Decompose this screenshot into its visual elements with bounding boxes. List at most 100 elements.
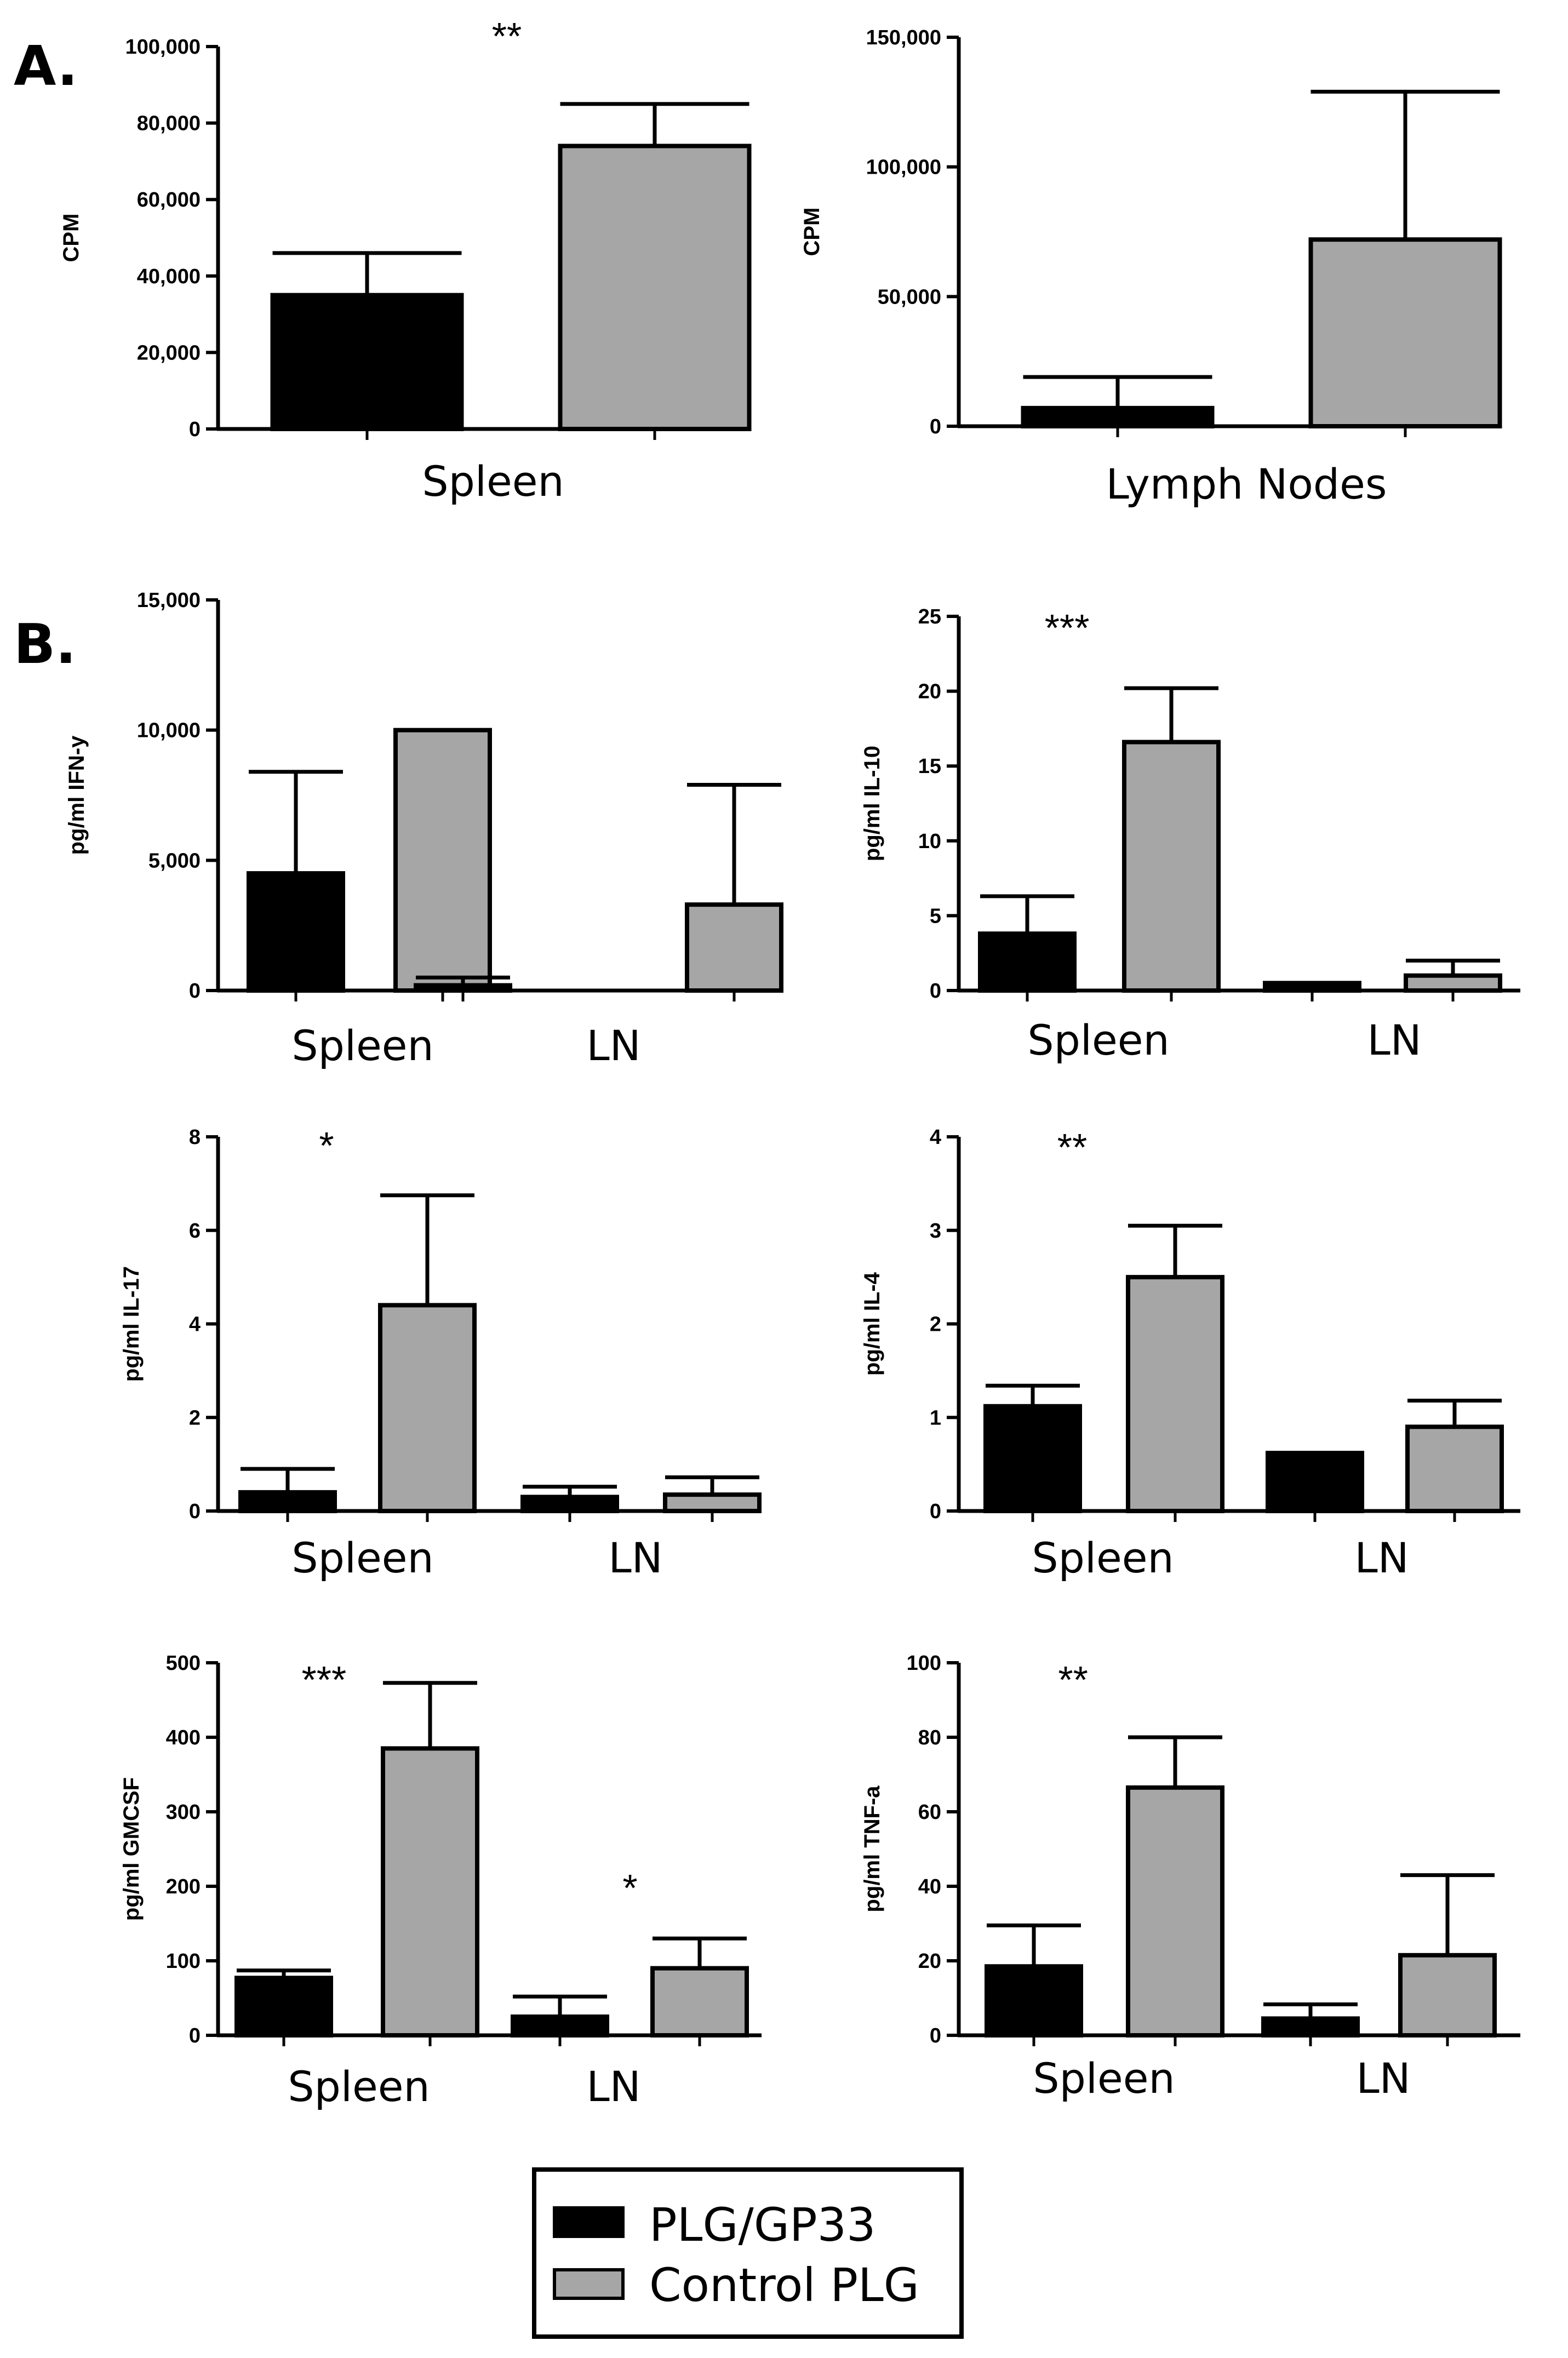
y-tick-label: 20,000 (137, 341, 201, 364)
y-tick-label: 10,000 (137, 719, 201, 742)
significance-marker: ** (1057, 1126, 1087, 1169)
bar-plg-gp33 (1021, 405, 1215, 428)
category-label: Spleen (1032, 1533, 1174, 1582)
y-tick-label: 15,000 (137, 589, 201, 612)
bar-control-plg (1308, 237, 1502, 428)
y-tick-label: 8 (189, 1126, 201, 1149)
bar-control-plg (378, 1303, 477, 1514)
y-axis-label: pg/ml IL-4 (860, 1272, 884, 1376)
category-label: Spleen (1033, 2054, 1175, 2103)
bar-plg-gp33 (511, 2014, 609, 2038)
bar-plg-gp33 (983, 1404, 1082, 1514)
bar-control-plg (1398, 1953, 1497, 2038)
bar-control-plg (685, 902, 783, 993)
y-tick-label: 80 (918, 1726, 941, 1749)
y-tick-label: 2 (930, 1313, 941, 1336)
y-tick-label: 40,000 (137, 265, 201, 288)
y-tick-label: 20 (918, 1950, 941, 1973)
significance-marker: *** (1045, 606, 1090, 649)
y-tick-label: 400 (166, 1726, 201, 1749)
y-tick-label: 25 (918, 605, 941, 628)
category-label: LN (586, 1021, 640, 1070)
bar-control-plg (663, 1492, 762, 1513)
chart-2: 0 50,000 100,000 150,000 CPM Lymph Nodes (800, 26, 1502, 508)
y-tick-label: 3 (930, 1220, 941, 1243)
legend-swatch-control-plg (553, 2268, 625, 2300)
category-label: Lymph Nodes (1106, 460, 1387, 508)
y-tick-label: 6 (189, 1220, 201, 1243)
y-tick-label: 0 (189, 2024, 201, 2047)
y-axis-label: CPM (800, 208, 824, 256)
chart-8: 0 20 40 60 80 100 pg/ml TNF-a Spleen LN ** (860, 1652, 1520, 2103)
y-tick-label: 5 (930, 905, 941, 928)
bar-plg-gp33 (247, 871, 345, 993)
y-tick-label: 0 (189, 418, 201, 441)
bar-control-plg (650, 1966, 749, 2038)
y-tick-label: 5,000 (148, 849, 201, 872)
significance-marker: * (622, 1867, 637, 1909)
category-label: Spleen (291, 1533, 433, 1582)
y-axis-label: pg/ml GMCSF (119, 1777, 144, 1921)
bar-control-plg (1404, 973, 1502, 993)
bar-control-plg (1122, 740, 1221, 993)
chart-5: 0 2 4 6 8 pg/ml IL-17 Spleen LN * (119, 1124, 762, 1582)
bar-plg-gp33 (414, 983, 512, 993)
bar-control-plg (558, 144, 752, 432)
category-label: Spleen (291, 1021, 433, 1070)
y-tick-label: 200 (166, 1875, 201, 1898)
bar-control-plg (1405, 1424, 1504, 1513)
category-label: LN (1367, 1016, 1421, 1064)
charts-container: 0 20,000 40,000 60,000 80,000 100,000 CPM Splee… (59, 15, 1520, 2111)
y-tick-label: 50,000 (878, 285, 941, 308)
y-tick-label: 4 (189, 1313, 201, 1336)
y-tick-label: 100 (907, 1652, 941, 1675)
y-tick-label: 40 (918, 1875, 941, 1898)
chart-3: 0 5,000 10,000 15,000 pg/ml IFN-y Spleen LN (65, 589, 783, 1070)
significance-marker: *** (302, 1658, 347, 1701)
panel-label-a: A. (14, 34, 78, 98)
y-axis-label: pg/ml TNF-a (860, 1785, 884, 1913)
y-tick-label: 500 (166, 1652, 201, 1675)
y-tick-label: 1 (930, 1406, 941, 1429)
legend-label-plg-gp33: PLG/GP33 (649, 2198, 875, 2252)
y-tick-label: 60 (918, 1801, 941, 1824)
category-label: Spleen (288, 2062, 430, 2111)
panel-label-b: B. (14, 612, 76, 676)
category-label: LN (586, 2062, 640, 2111)
significance-marker: ** (492, 15, 522, 58)
y-tick-label: 60,000 (137, 188, 201, 211)
category-label: Spleen (1027, 1016, 1169, 1064)
bar-plg-gp33 (1261, 2016, 1360, 2038)
y-tick-label: 0 (930, 1500, 941, 1523)
y-tick-label: 300 (166, 1801, 201, 1824)
y-tick-label: 150,000 (866, 26, 941, 49)
y-tick-label: 4 (930, 1126, 941, 1149)
bar-plg-gp33 (978, 931, 1077, 993)
bar-plg-gp33 (985, 1964, 1083, 2038)
significance-marker: ** (1058, 1658, 1088, 1701)
bar-plg-gp33 (238, 1490, 337, 1514)
y-tick-label: 0 (930, 415, 941, 438)
bar-control-plg (1126, 1785, 1224, 2038)
y-tick-label: 80,000 (137, 112, 201, 135)
bar-plg-gp33 (270, 293, 464, 432)
bar-plg-gp33 (1266, 1451, 1364, 1514)
y-tick-label: 100,000 (866, 156, 941, 179)
category-label: Spleen (422, 457, 564, 506)
significance-marker: * (319, 1124, 334, 1167)
y-tick-label: 100,000 (125, 36, 201, 59)
chart-1: 0 20,000 40,000 60,000 80,000 100,000 CPM Splee… (59, 15, 752, 506)
y-axis-label: pg/ml IL-17 (119, 1266, 144, 1382)
y-axis-label: pg/ml IFN-y (65, 735, 89, 855)
y-tick-label: 15 (918, 755, 941, 778)
category-label: LN (1354, 1533, 1409, 1582)
y-tick-label: 0 (189, 980, 201, 1003)
y-tick-label: 0 (930, 980, 941, 1003)
bar-control-plg (1126, 1275, 1224, 1513)
category-label: LN (1356, 2054, 1410, 2103)
y-tick-label: 2 (189, 1406, 201, 1429)
y-tick-label: 0 (189, 1500, 201, 1523)
legend: PLG/GP33 Control PLG (532, 2167, 964, 2339)
